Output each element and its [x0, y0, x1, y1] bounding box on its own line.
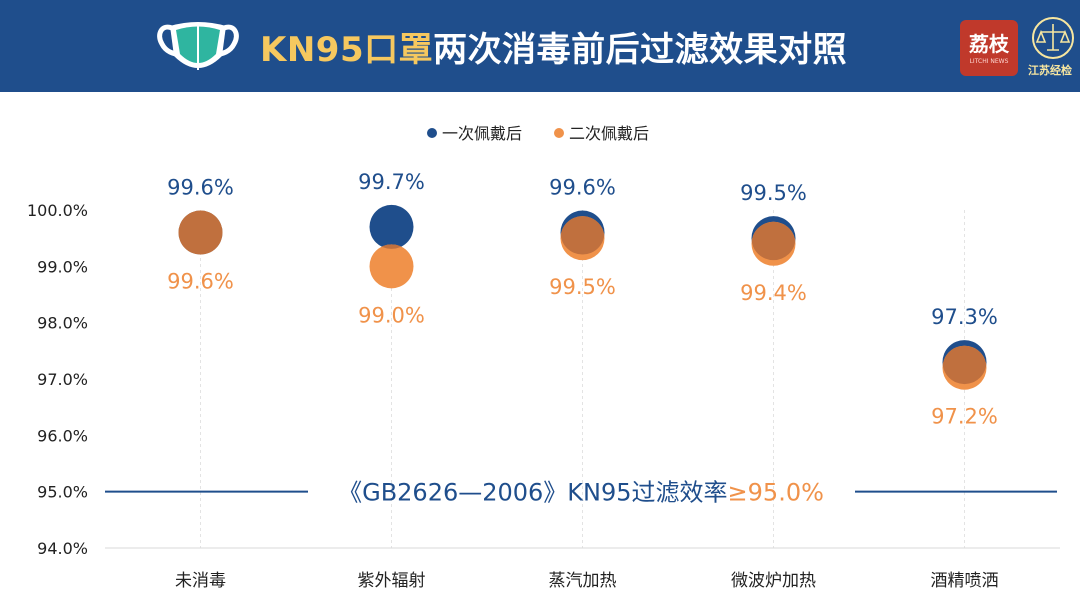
legend-label-1: 一次佩戴后	[442, 124, 522, 143]
legend-marker-1	[427, 128, 437, 138]
data-label-series2: 99.6%	[167, 270, 234, 294]
y-tick-label: 98.0%	[37, 314, 88, 333]
y-tick-label: 97.0%	[37, 370, 88, 389]
point-series1-2	[369, 204, 414, 249]
point-overlap-3	[560, 216, 605, 255]
seal-caption: 江苏经检	[1028, 64, 1072, 77]
data-labels: 99.6% 99.6% 99.7% 99.0% 99.6% 99.5% 99.5% 99.4%…	[167, 170, 998, 429]
x-tick-label: 微波炉加热	[731, 571, 816, 591]
x-tick-label: 蒸汽加热	[549, 571, 617, 591]
x-axis: 未消毒 紫外辐射 蒸汽加热 微波炉加热 酒精喷洒	[175, 571, 999, 591]
legend-marker-2	[554, 128, 564, 138]
data-label-series2: 99.0%	[358, 303, 425, 327]
data-points	[178, 204, 987, 390]
y-tick-label: 95.0%	[37, 483, 88, 502]
reference-line: 《GB2626—2006》KN95过滤效率≥95.0%	[105, 479, 1057, 507]
data-label-series1: 99.5%	[740, 181, 807, 205]
point-overlap-5	[942, 345, 987, 385]
chart-plot-area: 一次佩戴后 二次佩戴后 100.0% 99.0% 98.0% 97.0% 96.0% 95.…	[27, 124, 1060, 591]
scales-seal-icon	[1032, 17, 1074, 59]
header-banner: KN95口罩两次消毒前后过滤效果对照 荔枝 LITCHI NEWS 江苏经检	[0, 0, 1080, 92]
page-title: KN95口罩两次消毒前后过滤效果对照	[260, 30, 848, 70]
litchi-news-logo: 荔枝 LITCHI NEWS	[960, 20, 1018, 76]
data-label-series2: 99.5%	[549, 275, 616, 299]
face-mask-icon	[157, 22, 239, 70]
y-tick-label: 96.0%	[37, 426, 88, 445]
x-tick-label: 紫外辐射	[358, 571, 426, 591]
y-tick-label: 100.0%	[27, 201, 88, 220]
point-series2-2	[369, 244, 414, 289]
x-tick-label: 酒精喷洒	[931, 571, 999, 591]
data-label-series2: 99.4%	[740, 281, 807, 305]
reference-label-threshold: ≥95.0%	[728, 479, 824, 507]
point-overlap-4	[751, 221, 796, 261]
data-label-series2: 97.2%	[931, 405, 998, 429]
legend: 一次佩戴后 二次佩戴后	[427, 124, 649, 143]
data-label-series1: 99.6%	[167, 176, 234, 200]
legend-label-2: 二次佩戴后	[569, 124, 649, 143]
data-label-series1: 99.7%	[358, 170, 425, 194]
y-tick-label: 94.0%	[37, 539, 88, 558]
data-label-series1: 99.6%	[549, 176, 616, 200]
y-axis: 100.0% 99.0% 98.0% 97.0% 96.0% 95.0% 94.0%	[27, 201, 88, 558]
reference-line-label: 《GB2626—2006》KN95过滤效率≥95.0%	[338, 479, 824, 507]
reference-label-standard: 《GB2626—2006》KN95过滤效率	[338, 479, 727, 507]
point-overlap-1	[178, 210, 223, 255]
data-label-series1: 97.3%	[931, 305, 998, 329]
y-tick-label: 99.0%	[37, 257, 88, 276]
x-tick-label: 未消毒	[175, 571, 226, 591]
